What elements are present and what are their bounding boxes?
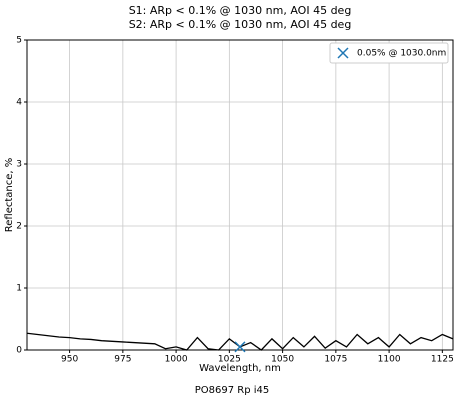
y-tick-label: 0 xyxy=(16,346,22,356)
legend-label: 0.05% @ 1030.0nm xyxy=(357,49,446,59)
y-tick-label: 2 xyxy=(16,222,22,232)
x-tick-label: 1025 xyxy=(218,355,241,365)
footer: PO8697 Rp i45 xyxy=(195,385,270,396)
y-axis-label: Reflectance, % xyxy=(4,158,15,233)
x-tick-label: 1000 xyxy=(165,355,188,365)
y-tick-label: 5 xyxy=(16,36,22,46)
plot-frame xyxy=(26,39,454,351)
y-tick-label: 1 xyxy=(16,284,22,294)
x-tick-label: 950 xyxy=(61,355,78,365)
x-tick-label: 1075 xyxy=(324,355,347,365)
y-tick-label: 4 xyxy=(16,98,22,108)
x-axis-label: Wavelength, nm xyxy=(199,363,281,374)
x-tick-label: 1100 xyxy=(378,355,401,365)
legend-marker xyxy=(337,47,349,59)
chart-title: S1: ARp < 0.1% @ 1030 nm, AOI 45 deg xyxy=(129,4,352,17)
legend-box xyxy=(329,42,449,64)
data-point xyxy=(234,341,246,353)
x-tick-label: 1125 xyxy=(431,355,454,365)
chart-title: S2: ARp < 0.1% @ 1030 nm, AOI 45 deg xyxy=(129,18,352,31)
x-tick-label: 1050 xyxy=(271,355,294,365)
y-tick-label: 3 xyxy=(16,160,22,170)
x-tick-label: 975 xyxy=(114,355,131,365)
